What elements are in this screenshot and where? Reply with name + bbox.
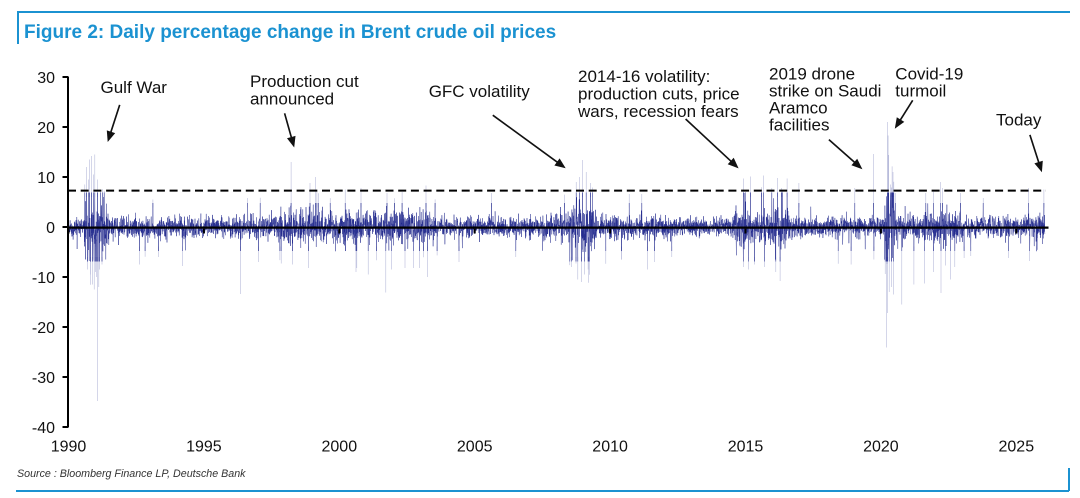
svg-text:1990: 1990 bbox=[51, 439, 87, 456]
svg-text:1995: 1995 bbox=[186, 439, 222, 456]
svg-text:production cuts, price: production cuts, price bbox=[578, 84, 740, 103]
svg-text:-10: -10 bbox=[32, 270, 55, 287]
svg-text:2020: 2020 bbox=[863, 439, 899, 456]
svg-text:Covid-19: Covid-19 bbox=[895, 65, 963, 84]
svg-text:2025: 2025 bbox=[999, 439, 1035, 456]
svg-text:2019 drone: 2019 drone bbox=[769, 65, 855, 84]
svg-text:0: 0 bbox=[46, 220, 55, 237]
svg-text:-30: -30 bbox=[32, 370, 55, 387]
svg-text:2005: 2005 bbox=[457, 439, 493, 456]
svg-text:2015: 2015 bbox=[728, 439, 764, 456]
svg-text:facilities: facilities bbox=[769, 116, 829, 135]
svg-text:wars, recession fears: wars, recession fears bbox=[577, 102, 739, 121]
svg-text:2000: 2000 bbox=[322, 439, 358, 456]
svg-text:30: 30 bbox=[37, 70, 55, 87]
svg-text:Today: Today bbox=[996, 111, 1042, 130]
svg-text:turmoil: turmoil bbox=[895, 82, 946, 101]
svg-text:10: 10 bbox=[37, 170, 55, 187]
svg-text:Aramco: Aramco bbox=[769, 99, 828, 118]
svg-text:Gulf War: Gulf War bbox=[101, 78, 168, 97]
svg-text:strike on Saudi: strike on Saudi bbox=[769, 82, 881, 101]
svg-text:announced: announced bbox=[250, 90, 334, 109]
svg-text:-20: -20 bbox=[32, 320, 55, 337]
svg-text:GFC volatility: GFC volatility bbox=[429, 82, 531, 101]
svg-text:-40: -40 bbox=[32, 420, 55, 437]
svg-text:2010: 2010 bbox=[592, 439, 628, 456]
svg-text:Production cut: Production cut bbox=[250, 72, 359, 91]
svg-text:2014-16 volatility:: 2014-16 volatility: bbox=[578, 67, 710, 86]
svg-text:20: 20 bbox=[37, 120, 55, 137]
